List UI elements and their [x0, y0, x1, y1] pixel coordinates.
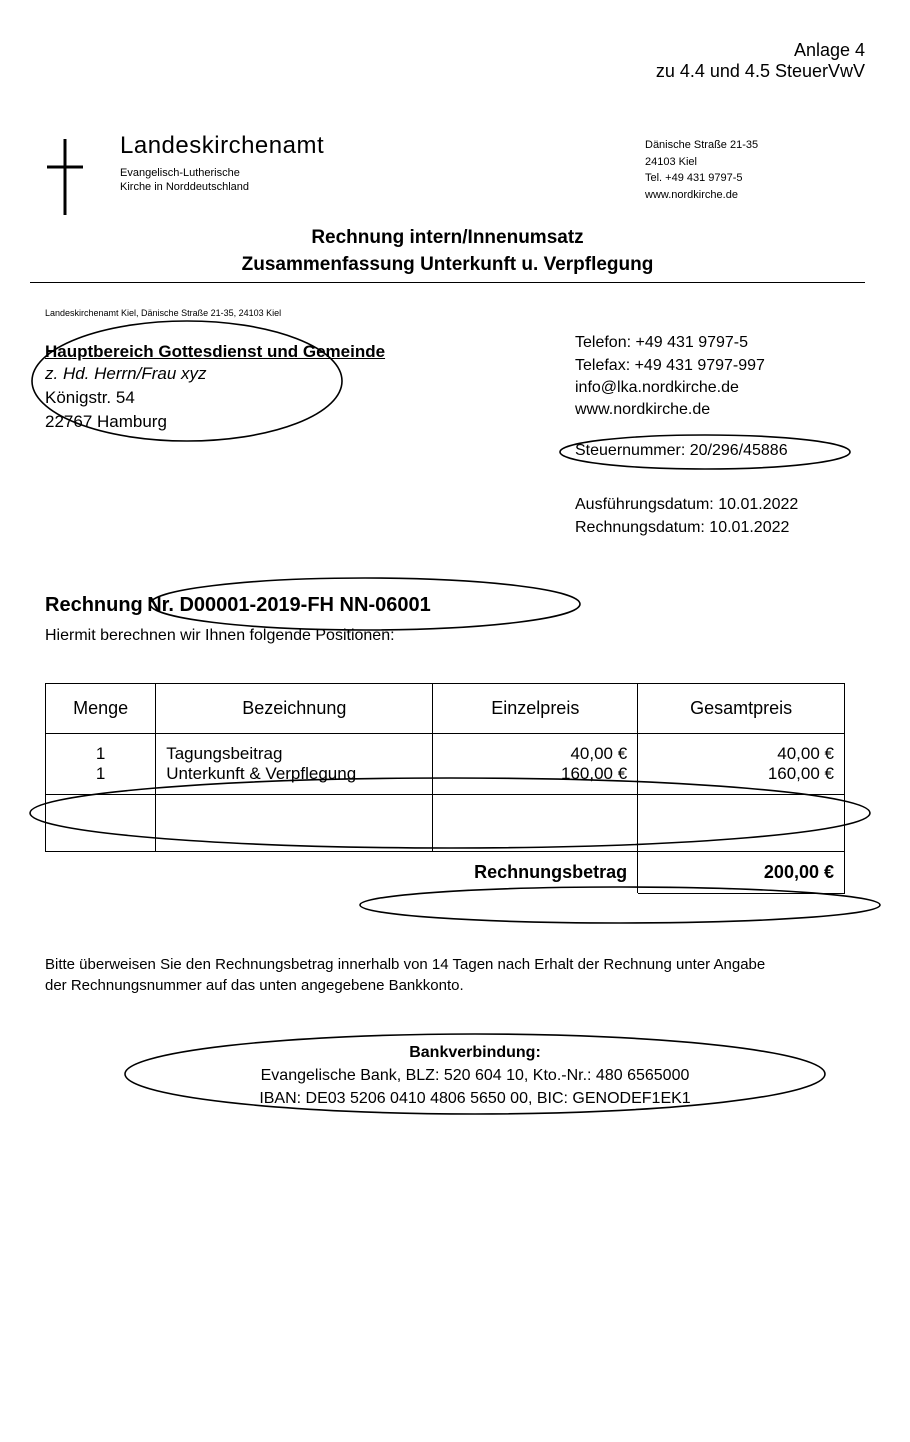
title-underline — [30, 282, 865, 283]
invoice-number-wrap: Rechnung Nr. D00001-2019-FH NN-06001 — [45, 594, 865, 617]
recipient-title: Hauptbereich Gottesdienst und Gemeinde — [45, 342, 415, 362]
attachment-line2: zu 4.4 und 4.5 SteuerVwV — [30, 61, 865, 82]
cross-icon — [45, 137, 85, 217]
recipient-box: Hauptbereich Gottesdienst und Gemeinde z… — [45, 332, 425, 539]
th-gp: Gesamtpreis — [638, 683, 845, 733]
exec-date: Ausführungsdatum: 10.01.2022 — [575, 494, 865, 516]
recipient-city: 22767 Hamburg — [45, 410, 415, 434]
gp-1: 160,00 € — [648, 764, 834, 784]
org-street: Dänische Straße 21-35 — [645, 137, 865, 154]
mid-section: Hauptbereich Gottesdienst und Gemeinde z… — [30, 332, 865, 539]
menge-1: 1 — [56, 764, 145, 784]
table-total-row: Rechnungsbetrag 200,00 € — [46, 851, 845, 893]
bank-line1: Evangelische Bank, BLZ: 520 604 10, Kto.… — [150, 1064, 800, 1087]
th-bez: Bezeichnung — [156, 683, 433, 733]
bank-block: Bankverbindung: Evangelische Bank, BLZ: … — [150, 1041, 800, 1111]
contact-block: Telefon: +49 431 9797-5 Telefax: +49 431… — [575, 332, 865, 539]
attachment-ref: Anlage 4 zu 4.4 und 4.5 SteuerVwV — [30, 40, 865, 82]
org-sub1: Evangelisch-Lutherische — [120, 166, 645, 180]
doc-title-2: Zusammenfassung Unterkunft u. Verpflegun… — [30, 252, 865, 279]
recipient-attn: z. Hd. Herrn/Frau xyz — [45, 362, 415, 386]
invoice-prefix: Rechnung — [45, 594, 143, 616]
logo-box — [30, 132, 100, 217]
payment-note: Bitte überweisen Sie den Rechnungsbetrag… — [45, 954, 785, 996]
doc-title-1: Rechnung intern/Innenumsatz — [30, 225, 865, 252]
dates-block: Ausführungsdatum: 10.01.2022 Rechnungsda… — [575, 494, 865, 539]
invoice-number: Nr. D00001-2019-FH NN-06001 — [147, 594, 431, 616]
table-wrap: Menge Bezeichnung Einzelpreis Gesamtprei… — [30, 683, 865, 894]
gp-0: 40,00 € — [648, 744, 834, 764]
bank-title: Bankverbindung: — [150, 1041, 800, 1064]
invoice-page: Anlage 4 zu 4.4 und 4.5 SteuerVwV Landes… — [0, 0, 910, 1442]
table-empty-row — [46, 794, 845, 851]
tax-number: Steuernummer: 20/296/45886 — [575, 440, 865, 462]
cell-ep: 40,00 € 160,00 € — [433, 733, 638, 794]
invoice-date: Rechnungsdatum: 10.01.2022 — [575, 517, 865, 539]
org-tel: Tel. +49 431 9797-5 — [645, 170, 865, 187]
org-city: 24103 Kiel — [645, 154, 865, 171]
empty-cell — [638, 794, 845, 851]
return-address: Landeskirchenamt Kiel, Dänische Straße 2… — [45, 308, 865, 318]
cell-bez: Tagungsbeitrag Unterkunft & Verpflegung — [156, 733, 433, 794]
org-name: Landeskirchenamt — [120, 132, 645, 160]
th-menge: Menge — [46, 683, 156, 733]
menge-0: 1 — [56, 744, 145, 764]
empty-cell — [46, 794, 156, 851]
cell-gp: 40,00 € 160,00 € — [638, 733, 845, 794]
ep-1: 160,00 € — [443, 764, 627, 784]
contact-email: info@lka.nordkirche.de — [575, 377, 865, 399]
table-row: 1 1 Tagungsbeitrag Unterkunft & Verpfleg… — [46, 733, 845, 794]
recipient-street: Königstr. 54 — [45, 386, 415, 410]
org-web: www.nordkirche.de — [645, 187, 865, 204]
tax-wrap: Steuernummer: 20/296/45886 — [575, 440, 865, 462]
doc-title: Rechnung intern/Innenumsatz Zusammenfass… — [30, 225, 865, 278]
contact-telefax: Telefax: +49 431 9797-997 — [575, 355, 865, 377]
attachment-line1: Anlage 4 — [30, 40, 865, 61]
total-label: Rechnungsbetrag — [46, 851, 638, 893]
items-table: Menge Bezeichnung Einzelpreis Gesamtprei… — [45, 683, 845, 894]
th-ep: Einzelpreis — [433, 683, 638, 733]
bez-1: Unterkunft & Verpflegung — [166, 764, 422, 784]
empty-cell — [433, 794, 638, 851]
contact-web: www.nordkirche.de — [575, 399, 865, 421]
org-sub: Evangelisch-Lutherische Kirche in Nordde… — [120, 166, 645, 195]
org-address: Dänische Straße 21-35 24103 Kiel Tel. +4… — [645, 132, 865, 203]
empty-cell — [156, 794, 433, 851]
table-header-row: Menge Bezeichnung Einzelpreis Gesamtprei… — [46, 683, 845, 733]
cell-menge: 1 1 — [46, 733, 156, 794]
ep-0: 40,00 € — [443, 744, 627, 764]
bank-line2: IBAN: DE03 5206 0410 4806 5650 00, BIC: … — [150, 1087, 800, 1110]
letterhead: Landeskirchenamt Evangelisch-Lutherische… — [30, 132, 865, 217]
org-sub2: Kirche in Norddeutschland — [120, 180, 645, 194]
bez-0: Tagungsbeitrag — [166, 744, 422, 764]
invoice-intro: Hiermit berechnen wir Ihnen folgende Pos… — [45, 627, 865, 645]
org-block: Landeskirchenamt Evangelisch-Lutherische… — [100, 132, 645, 195]
total-value: 200,00 € — [638, 851, 845, 893]
contact-telefon: Telefon: +49 431 9797-5 — [575, 332, 865, 354]
